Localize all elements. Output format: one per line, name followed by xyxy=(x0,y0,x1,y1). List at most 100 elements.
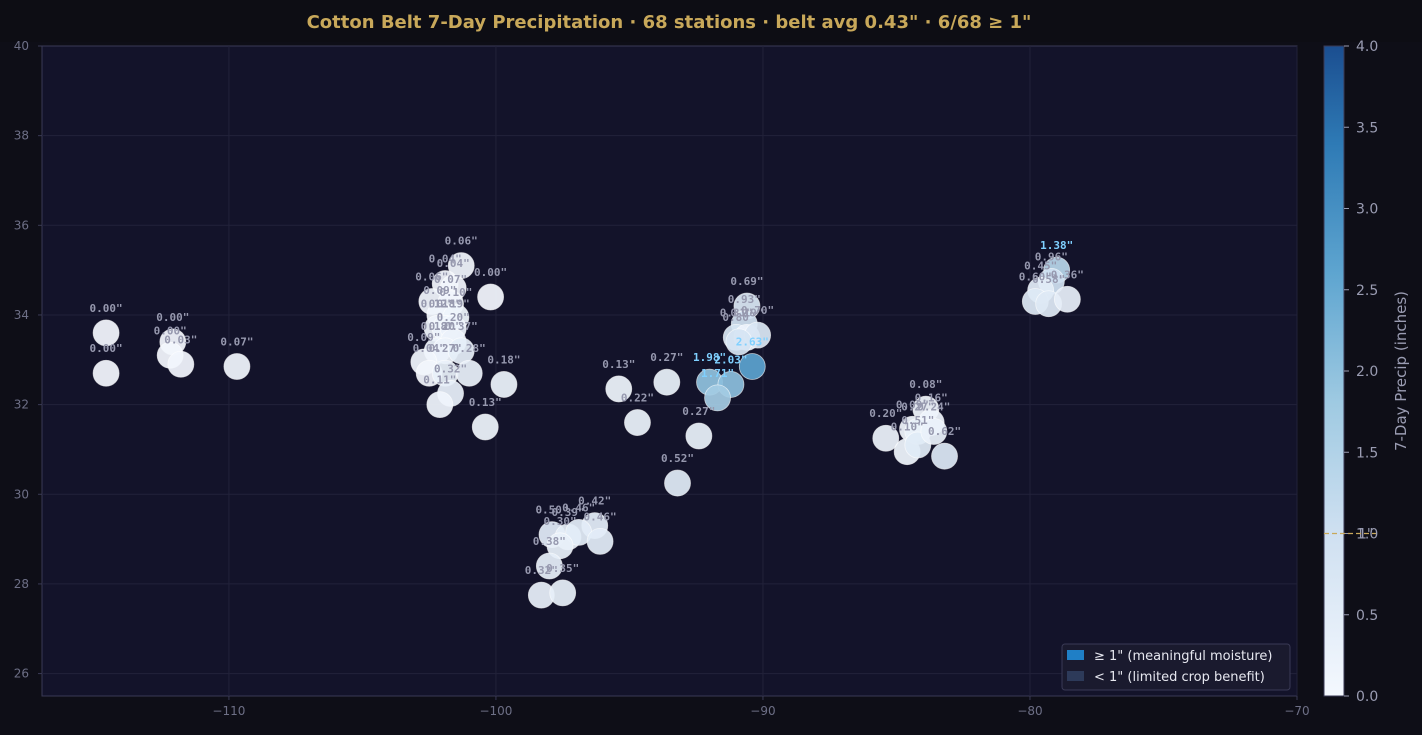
station-value-label: 0.00" xyxy=(90,302,123,315)
station-value-label: 2.63" xyxy=(736,336,769,349)
station-value-label: 0.10" xyxy=(439,286,472,299)
station-value-label: 2.03" xyxy=(714,353,747,366)
station-marker xyxy=(477,283,504,311)
station-value-label: 0.16" xyxy=(915,392,948,405)
colorbar-tick-label: 1.5 xyxy=(1356,445,1378,461)
x-tick-label: −110 xyxy=(212,704,245,718)
grid-lines xyxy=(42,46,1298,696)
colorbar-tick-label: 4.0 xyxy=(1356,39,1378,55)
station-marker xyxy=(92,359,120,387)
station-marker xyxy=(605,375,633,403)
station-value-label: 0.28" xyxy=(453,342,486,355)
station-marker xyxy=(653,368,681,396)
station-value-label: 0.52" xyxy=(661,452,694,465)
station-marker xyxy=(664,469,691,497)
station-value-label: 0.46" xyxy=(562,501,595,514)
station-value-label: 0.04" xyxy=(429,253,462,266)
station-marker xyxy=(471,413,499,441)
station-marker xyxy=(685,422,713,450)
station-marker xyxy=(920,418,948,445)
station-marker xyxy=(624,409,651,436)
station-marker xyxy=(426,391,454,419)
station-value-label: 0.00" xyxy=(90,342,123,355)
station-value-label: 0.70" xyxy=(741,304,774,317)
station-value-label: 0.36" xyxy=(1051,268,1084,281)
station-value-label: 0.18" xyxy=(487,353,520,366)
colorbar-threshold-label: 1" xyxy=(1358,527,1373,543)
station-value-label: 0.03" xyxy=(164,333,197,346)
station-value-label: 0.22" xyxy=(621,392,654,405)
station-value-label: 0.06" xyxy=(445,235,478,248)
station-marker xyxy=(738,353,766,380)
y-tick-label: 38 xyxy=(14,129,29,143)
station-marker xyxy=(92,319,120,347)
station-value-label: 0.42" xyxy=(578,495,611,508)
station-value-label: 0.96" xyxy=(1035,250,1068,263)
station-value-label: 0.08" xyxy=(909,378,942,391)
station-value-label: 0.27" xyxy=(429,342,462,355)
station-value-label: 0.27" xyxy=(682,405,715,418)
colorbar-tick-label: 1.0 xyxy=(1356,527,1378,543)
x-tick-label: −80 xyxy=(1017,704,1042,718)
legend-label-meaningful: ≥ 1" (meaningful moisture) xyxy=(1094,649,1272,664)
station-value-label: 0.39" xyxy=(551,506,584,519)
station-value-label: 0.58" xyxy=(1032,273,1065,286)
x-tick-label: −70 xyxy=(1284,704,1309,718)
station-value-label: 0.46" xyxy=(584,510,617,523)
station-value-label: 1.71" xyxy=(701,367,734,380)
x-tick-label: −90 xyxy=(750,704,775,718)
station-value-label: 0.00" xyxy=(156,311,189,324)
colorbar-tick-label: 2.0 xyxy=(1356,364,1378,380)
legend-label-limited: < 1" (limited crop benefit) xyxy=(1094,670,1265,685)
station-marker xyxy=(167,350,195,378)
station-marker xyxy=(490,371,518,398)
station-value-label: 0.50" xyxy=(535,504,568,517)
station-value-label: 0.27" xyxy=(650,351,683,364)
legend-swatch-limited xyxy=(1067,671,1084,681)
station-value-label: 0.04" xyxy=(437,257,470,270)
station-markers xyxy=(92,252,1081,609)
station-value-label: 0.80" xyxy=(722,311,755,324)
station-value-label: 0.81" xyxy=(720,306,753,319)
station-marker xyxy=(704,384,731,412)
y-axis-ticks: 26 28 30 32 34 36 38 40 xyxy=(14,39,42,681)
y-tick-label: 26 xyxy=(14,667,29,681)
station-value-label: 0.00" xyxy=(474,266,507,279)
station-value-label: 0.09" xyxy=(423,284,456,297)
station-value-label: 0.38" xyxy=(533,535,566,548)
station-value-label: 0.32" xyxy=(434,362,467,375)
y-tick-label: 36 xyxy=(14,218,29,232)
station-marker xyxy=(586,527,614,555)
station-value-label: 0.24" xyxy=(917,401,950,414)
x-axis-ticks: −110 −100 −90 −80 −70 xyxy=(212,696,1310,718)
legend-box xyxy=(1061,643,1291,691)
colorbar-tick-label: 3.5 xyxy=(1356,120,1378,136)
y-tick-label: 30 xyxy=(14,487,29,501)
station-marker xyxy=(455,359,483,387)
station-value-label: 0.62" xyxy=(928,425,961,438)
y-tick-label: 34 xyxy=(14,308,29,322)
station-value-label: 0.00" xyxy=(154,324,187,337)
title-bar xyxy=(0,0,1422,42)
station-marker xyxy=(872,424,900,452)
station-value-label: 0.45" xyxy=(1024,259,1057,272)
station-value-label: 0.27" xyxy=(901,401,934,414)
station-value-label: 0.06" xyxy=(415,271,448,284)
station-value-label: 0.20" xyxy=(429,320,462,333)
station-value-labels: 0.00"0.00"0.00"0.00"0.03" 0.07"0.06"0.04"… xyxy=(90,235,1084,577)
station-value-label: 0.09" xyxy=(407,331,440,344)
station-value-label: 0.20" xyxy=(869,407,902,420)
station-value-label: 0.93" xyxy=(728,293,761,306)
colorbar-ticks: 0.0 0.5 1.0 1.5 2.0 2.5 3.0 3.5 4.0 xyxy=(1344,39,1378,705)
y-tick-label: 28 xyxy=(14,577,29,591)
station-value-label: 0.19" xyxy=(437,297,470,310)
station-value-label: 0.19" xyxy=(730,306,763,319)
station-marker xyxy=(223,353,251,380)
colorbar-label: 7-Day Precip (inches) xyxy=(1392,291,1410,451)
station-value-label: 0.30" xyxy=(543,515,576,528)
station-value-label: 0.18" xyxy=(421,320,454,333)
station-value-label: 0.51" xyxy=(901,414,934,427)
station-value-label: 0.37" xyxy=(445,320,478,333)
y-tick-label: 40 xyxy=(14,39,29,53)
legend-swatch-meaningful xyxy=(1067,650,1084,660)
